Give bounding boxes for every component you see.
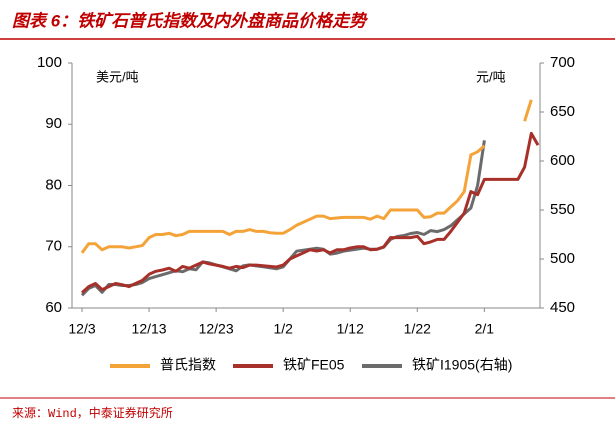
series-line <box>80 131 540 294</box>
x-tick-label: 2/1 <box>475 321 495 337</box>
y-tick-label: 90 <box>45 115 62 132</box>
y2-tick-label: 700 <box>550 54 575 71</box>
y-tick-label: 80 <box>45 176 62 193</box>
x-tick-label: 12/23 <box>199 321 234 337</box>
series-line <box>80 140 486 297</box>
legend-label: 铁矿I1905(右轴) <box>412 357 512 373</box>
y2-tick-label: 600 <box>550 152 575 169</box>
legend-label: 普氏指数 <box>160 357 216 373</box>
legend-label: 铁矿FE05 <box>283 357 345 373</box>
y2-tick-label: 550 <box>550 201 575 218</box>
y2-axis-label: 元/吨 <box>476 69 506 84</box>
y-tick-label: 70 <box>45 238 62 255</box>
x-tick-label: 12/3 <box>68 321 95 337</box>
x-tick-label: 1/22 <box>404 321 431 337</box>
y2-tick-label: 450 <box>550 299 575 316</box>
y2-tick-label: 500 <box>550 250 575 267</box>
series-line <box>80 99 533 254</box>
y-axis-label: 美元/吨 <box>96 69 139 84</box>
chart-title: 图表 6：铁矿石普氏指数及内外盘商品价格走势 <box>12 11 368 30</box>
source: 来源：Wind，中泰证券研究所 <box>12 405 173 421</box>
y-tick-label: 100 <box>37 54 62 71</box>
y-tick-label: 60 <box>45 299 62 316</box>
x-tick-label: 1/2 <box>273 321 293 337</box>
x-tick-label: 1/12 <box>337 321 364 337</box>
x-tick-label: 12/13 <box>132 321 167 337</box>
y2-tick-label: 650 <box>550 103 575 120</box>
